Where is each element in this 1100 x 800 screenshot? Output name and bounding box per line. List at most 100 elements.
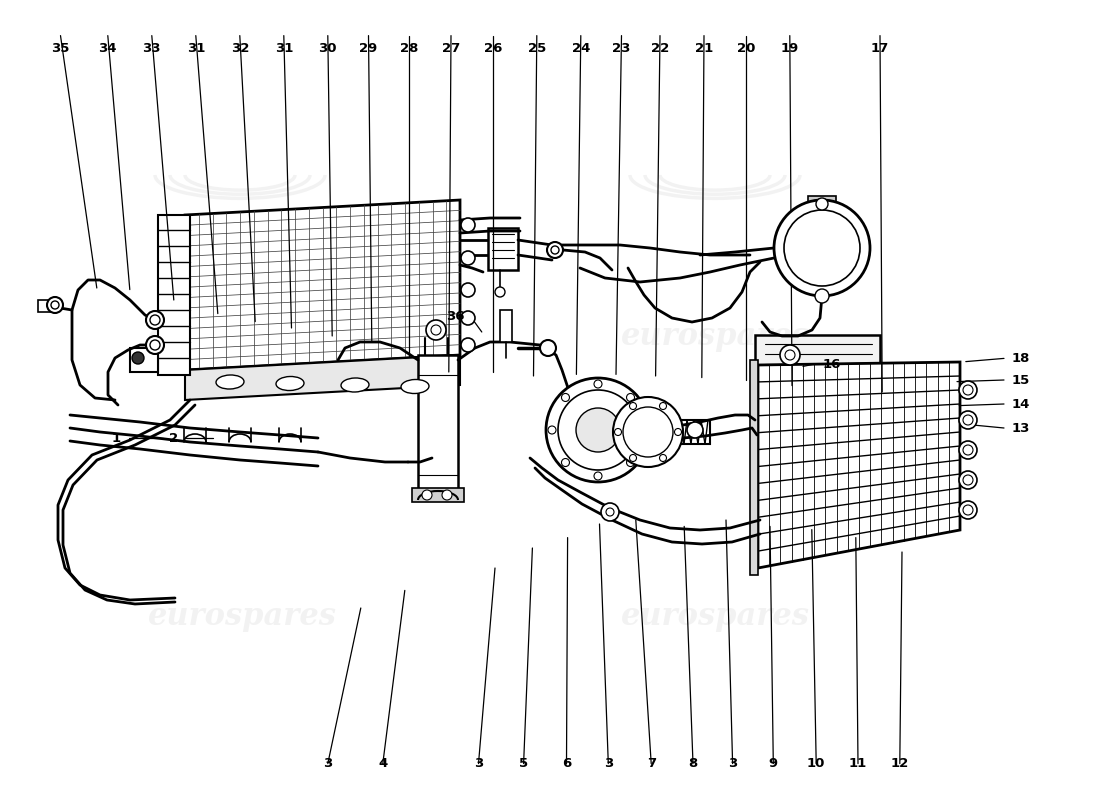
Text: 6: 6 <box>562 757 571 770</box>
Circle shape <box>688 422 703 438</box>
Text: 29: 29 <box>360 42 377 54</box>
Circle shape <box>150 315 160 325</box>
Circle shape <box>594 472 602 480</box>
Circle shape <box>615 429 622 435</box>
Polygon shape <box>185 355 460 400</box>
Text: 16: 16 <box>823 358 842 370</box>
Circle shape <box>594 380 602 388</box>
Circle shape <box>561 458 570 466</box>
Circle shape <box>461 218 475 232</box>
Text: 31: 31 <box>187 42 205 54</box>
Text: 24: 24 <box>572 42 590 54</box>
Circle shape <box>546 378 650 482</box>
Text: 2: 2 <box>169 432 178 445</box>
Circle shape <box>962 385 974 395</box>
Circle shape <box>558 390 638 470</box>
Bar <box>418 355 458 500</box>
Circle shape <box>959 501 977 519</box>
Polygon shape <box>185 200 460 370</box>
Text: 25: 25 <box>528 42 546 54</box>
Bar <box>648 420 710 444</box>
Text: 7: 7 <box>647 757 656 770</box>
Text: eurospares: eurospares <box>620 601 810 631</box>
Text: 11: 11 <box>849 757 867 770</box>
Text: 12: 12 <box>891 757 909 770</box>
Text: 1: 1 <box>112 432 121 445</box>
Circle shape <box>962 415 974 425</box>
Text: 32: 32 <box>231 42 249 54</box>
Circle shape <box>660 454 667 462</box>
Text: 17: 17 <box>871 42 889 54</box>
Text: 30: 30 <box>319 42 337 54</box>
Circle shape <box>146 336 164 354</box>
Text: eurospares: eurospares <box>147 601 337 631</box>
Text: 19: 19 <box>781 42 799 54</box>
Circle shape <box>548 426 556 434</box>
Text: 15: 15 <box>1012 374 1031 386</box>
Circle shape <box>627 394 635 402</box>
Circle shape <box>627 458 635 466</box>
Circle shape <box>959 441 977 459</box>
Circle shape <box>629 402 637 410</box>
Bar <box>755 335 880 397</box>
Circle shape <box>962 475 974 485</box>
Text: 18: 18 <box>1012 352 1031 365</box>
Circle shape <box>962 505 974 515</box>
Circle shape <box>47 297 63 313</box>
Text: 20: 20 <box>737 42 755 54</box>
Circle shape <box>150 340 160 350</box>
Polygon shape <box>158 215 190 375</box>
Circle shape <box>613 397 683 467</box>
Text: 35: 35 <box>52 42 69 54</box>
Bar <box>130 348 158 372</box>
Circle shape <box>959 471 977 489</box>
Circle shape <box>816 198 828 210</box>
Circle shape <box>674 429 682 435</box>
Circle shape <box>551 246 559 254</box>
Circle shape <box>461 311 475 325</box>
Text: 28: 28 <box>400 42 418 54</box>
Circle shape <box>51 301 59 309</box>
Circle shape <box>461 251 475 265</box>
Text: 3: 3 <box>323 757 332 770</box>
Circle shape <box>601 503 619 521</box>
Bar <box>412 488 464 502</box>
Text: 36: 36 <box>446 310 464 322</box>
Text: 5: 5 <box>519 757 528 770</box>
Circle shape <box>774 200 870 296</box>
Circle shape <box>660 402 667 410</box>
Text: 14: 14 <box>1012 398 1031 410</box>
Circle shape <box>422 490 432 500</box>
Text: 3: 3 <box>604 757 613 770</box>
Circle shape <box>132 352 144 364</box>
Circle shape <box>576 408 620 452</box>
Circle shape <box>561 394 570 402</box>
Ellipse shape <box>402 379 429 394</box>
Polygon shape <box>758 362 960 568</box>
Circle shape <box>461 338 475 352</box>
Text: 3: 3 <box>474 757 483 770</box>
Circle shape <box>962 445 974 455</box>
Text: 33: 33 <box>143 42 161 54</box>
Bar <box>808 196 836 210</box>
Text: 31: 31 <box>275 42 293 54</box>
Text: eurospares: eurospares <box>147 321 337 351</box>
Circle shape <box>784 210 860 286</box>
Circle shape <box>780 345 800 365</box>
Circle shape <box>426 320 446 340</box>
Text: 21: 21 <box>695 42 713 54</box>
Circle shape <box>547 242 563 258</box>
Ellipse shape <box>216 375 244 389</box>
Text: 22: 22 <box>651 42 669 54</box>
Bar <box>488 228 518 270</box>
Circle shape <box>461 283 475 297</box>
Circle shape <box>623 407 673 457</box>
Circle shape <box>495 287 505 297</box>
Circle shape <box>146 311 164 329</box>
Text: 3: 3 <box>728 757 737 770</box>
Circle shape <box>959 381 977 399</box>
Circle shape <box>640 426 648 434</box>
Circle shape <box>959 411 977 429</box>
Text: 34: 34 <box>99 42 117 54</box>
Circle shape <box>442 490 452 500</box>
